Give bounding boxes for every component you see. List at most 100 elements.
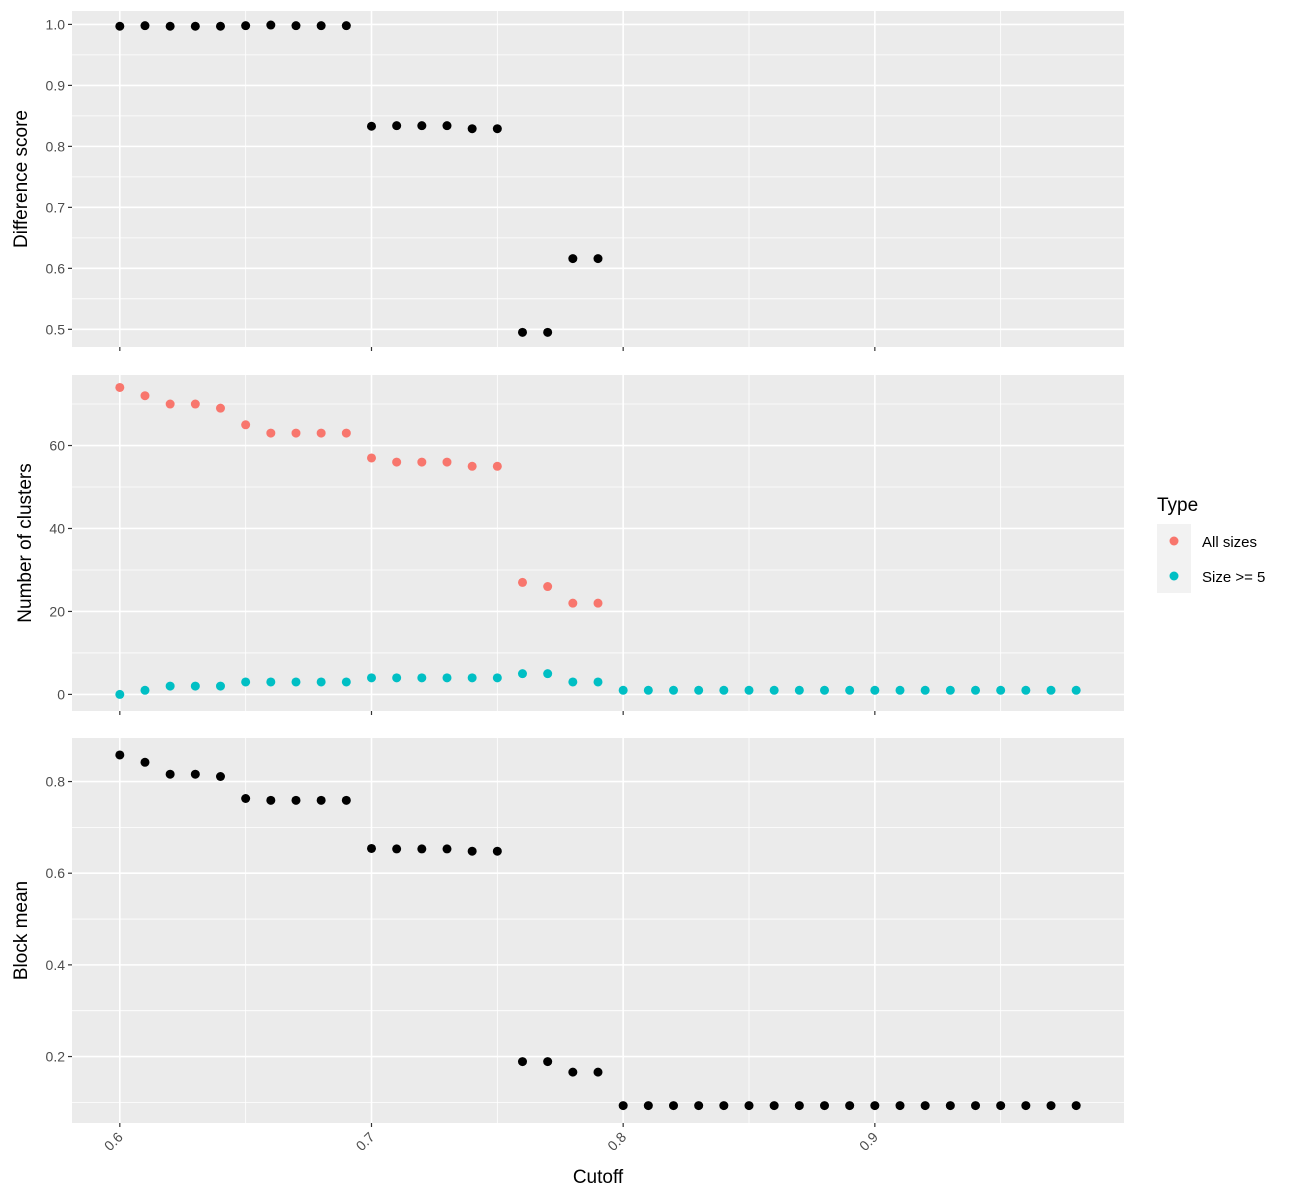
data-point — [568, 1067, 578, 1077]
y-axis-title: Difference score — [11, 110, 32, 248]
data-point — [266, 795, 276, 805]
data-point — [568, 598, 578, 608]
x-axis-title: Cutoff — [573, 1167, 624, 1188]
data-point — [895, 1101, 905, 1111]
data-point — [165, 769, 175, 779]
data-point — [215, 772, 225, 781]
y-tick-label: 1.0 — [46, 16, 66, 32]
data-point — [845, 685, 855, 695]
data-point — [291, 677, 301, 687]
data-point — [694, 685, 704, 695]
legend-key-all-sizes — [1169, 536, 1179, 546]
data-point — [593, 1067, 603, 1077]
data-point — [316, 677, 326, 687]
data-point — [467, 461, 477, 471]
y-tick-label: 0.9 — [46, 77, 66, 93]
series-size-5 — [115, 669, 1081, 699]
data-point — [593, 598, 603, 608]
data-point — [971, 685, 981, 695]
data-point — [366, 843, 376, 853]
series-points — [115, 750, 1081, 1111]
data-point — [115, 689, 125, 699]
data-point — [669, 1101, 679, 1111]
data-point — [467, 124, 477, 134]
data-point — [316, 21, 326, 31]
data-point — [517, 577, 527, 587]
data-point — [366, 673, 376, 683]
data-point — [820, 685, 830, 695]
data-point — [341, 428, 351, 438]
data-point — [618, 1101, 628, 1111]
data-point — [568, 677, 578, 687]
data-point — [543, 1057, 553, 1067]
data-point — [215, 21, 225, 31]
data-point — [140, 21, 150, 31]
data-point — [467, 673, 477, 683]
data-point — [870, 1101, 880, 1111]
data-point — [543, 582, 553, 592]
legend: Type All sizes Size >= 5 — [1157, 495, 1265, 593]
y-axis-title: Number of clusters — [15, 463, 36, 622]
data-point — [190, 681, 200, 691]
data-point — [291, 428, 301, 438]
data-point — [719, 685, 729, 695]
panel-number-of-clusters: 0 20 40 60 Number of clusters — [15, 375, 1124, 715]
data-point — [442, 121, 452, 131]
data-point — [241, 420, 251, 430]
data-point — [215, 403, 225, 413]
legend-title: Type — [1157, 495, 1198, 516]
data-point — [417, 121, 427, 131]
data-point — [190, 21, 200, 31]
data-point — [140, 685, 150, 695]
data-point — [820, 1101, 830, 1111]
data-point — [190, 399, 200, 409]
data-point — [392, 121, 402, 131]
data-point — [744, 685, 754, 695]
data-point — [694, 1101, 704, 1111]
data-point — [165, 21, 175, 31]
y-tick-label: 60 — [49, 438, 65, 454]
data-point — [115, 21, 125, 31]
data-point — [417, 457, 427, 467]
data-point — [945, 685, 955, 695]
data-point — [1071, 1101, 1081, 1111]
data-point — [568, 254, 578, 264]
y-tick-label: 0.5 — [46, 321, 66, 337]
data-point — [794, 1101, 804, 1111]
panel-background — [72, 738, 1124, 1123]
data-point — [1021, 1101, 1031, 1111]
data-point — [593, 254, 603, 264]
data-point — [643, 685, 653, 695]
y-tick-label: 0 — [57, 686, 65, 702]
legend-label-size-ge-5: Size >= 5 — [1202, 569, 1265, 586]
data-point — [543, 669, 553, 679]
data-point — [392, 673, 402, 683]
data-point — [669, 685, 679, 695]
panel-background — [72, 11, 1124, 347]
data-point — [492, 124, 502, 134]
data-point — [241, 794, 251, 803]
data-point — [945, 1101, 955, 1111]
y-tick-label: 0.7 — [46, 199, 66, 215]
y-tick-label: 0.8 — [46, 138, 66, 154]
data-point — [442, 844, 452, 854]
y-tick-label: 0.6 — [46, 260, 66, 276]
data-point — [492, 673, 502, 683]
y-tick-label: 20 — [49, 603, 65, 619]
legend-key-size-ge-5 — [1169, 571, 1179, 581]
data-point — [442, 457, 452, 467]
panel-block-mean: 0.2 0.4 0.6 0.8 Block mean — [11, 738, 1124, 1127]
data-point — [442, 673, 452, 683]
y-tick-label: 40 — [49, 520, 65, 536]
data-point — [492, 846, 502, 856]
data-point — [241, 21, 251, 31]
data-point — [996, 685, 1006, 695]
data-point — [769, 1101, 779, 1111]
data-point — [266, 677, 276, 687]
data-point — [115, 382, 125, 392]
panels: 0.5 0.6 0.7 0.8 0.9 1.0 Difference score 0 20 40 6… — [11, 11, 1124, 1127]
data-point — [291, 21, 301, 31]
data-point — [920, 685, 930, 695]
y-tick-label: 0.6 — [46, 865, 66, 881]
